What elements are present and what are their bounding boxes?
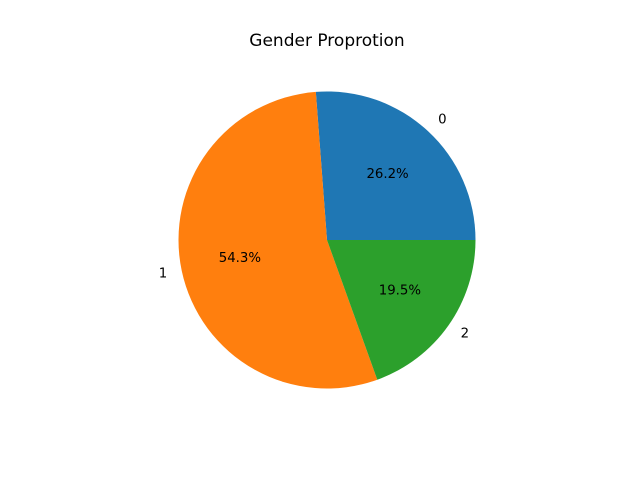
pie-slice-0	[315, 91, 476, 241]
pie-slice-2	[327, 240, 476, 380]
pct-label-1: 54.3%	[219, 251, 261, 266]
slice-label-1: 1	[159, 267, 167, 282]
slice-label-0: 0	[438, 113, 446, 128]
chart-title: Gender Proprotion	[249, 31, 405, 51]
pct-label-2: 19.5%	[379, 284, 421, 299]
pct-label-0: 26.2%	[366, 167, 408, 182]
slice-label-2: 2	[461, 326, 469, 341]
pie-slice-1	[178, 91, 378, 389]
